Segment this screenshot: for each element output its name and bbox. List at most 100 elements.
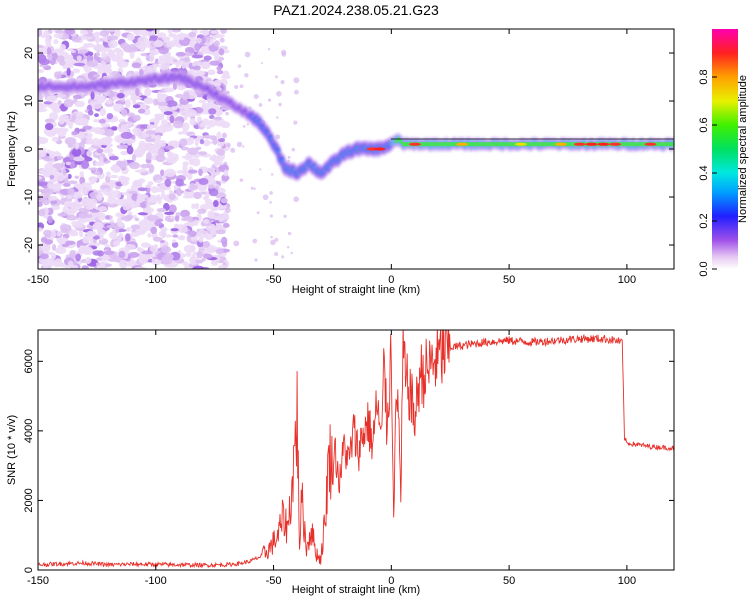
spectrogram-noise-cell (113, 240, 121, 247)
spectrogram-noise-cell (69, 161, 76, 169)
spectrogram-noise-cell (99, 232, 104, 241)
spectrogram-noise-cell (79, 128, 87, 132)
spectrogram-noise-cell (145, 55, 150, 61)
spectrogram-noise-cell (86, 60, 99, 67)
spectrogram-noise-cell (210, 173, 215, 182)
spectrogram-ridge-core (475, 142, 478, 147)
spectrogram-noise-cell (140, 242, 151, 248)
spectrogram-ridge-core (437, 142, 440, 147)
spectrogram-noise-cell (178, 32, 185, 41)
spectrogram-noise-cell (38, 108, 48, 113)
spectrogram-noise-cell (145, 130, 157, 135)
spectrogram-noise-cell (148, 144, 158, 154)
spectrogram-noise-cell (52, 163, 64, 169)
spectrogram-noise-cell (146, 202, 151, 212)
spectrogram-ridge-core (399, 139, 403, 144)
spectrogram-noise-cell (202, 61, 210, 69)
spectrogram-noise-cell (102, 188, 114, 196)
spectrogram-ridge-core (453, 142, 457, 147)
spectrogram-noise-cell (182, 194, 195, 199)
spectrogram-noise-cell (172, 234, 179, 238)
spectrogram-noise-cell (191, 253, 196, 263)
spectrogram-noise-cell (62, 237, 67, 243)
spectrogram-noise-cell (223, 222, 230, 228)
spectrogram-noise-cell (216, 148, 225, 156)
spectrogram-ridge-core (529, 142, 532, 147)
spectrogram-noise-cell (111, 184, 117, 188)
spectrogram-noise-cell (71, 264, 79, 269)
spectrogram-noise-cell (121, 192, 130, 196)
spectrogram-noise-cell (76, 55, 82, 62)
spectrogram-noise-cell (108, 258, 118, 262)
spectrogram-noise-cell (62, 206, 68, 214)
snr-x-label: Height of straight line (km) (292, 584, 420, 596)
spectrogram-noise-cell (122, 202, 130, 211)
spectrogram-noise-cell (93, 74, 101, 78)
spectrogram-noise-cell (95, 262, 101, 266)
spectrogram-noise-cell (158, 47, 169, 55)
spectrogram-noise-cell (65, 215, 78, 221)
spectrogram-noise-cell (51, 136, 59, 142)
spectrogram-noise-cell (156, 208, 167, 213)
spectrogram-noise-cell (129, 203, 140, 208)
spectrogram-noise-cell (87, 198, 98, 206)
spectrogram-noise-cell (293, 77, 300, 84)
spectrogram-noise-cell (182, 129, 188, 135)
spectrogram-noise-cell (199, 139, 205, 145)
spectrogram-noise-cell (63, 183, 71, 187)
spectrogram-noise-cell (91, 101, 103, 109)
spectrogram-noise-cell (198, 151, 208, 156)
spectrogram-ridge-peak (585, 142, 598, 146)
spectrogram-noise-cell (48, 178, 57, 183)
spectrogram-noise-cell (202, 140, 215, 145)
spectrogram-noise-cell (111, 126, 118, 131)
spectrogram-noise-cell (44, 123, 54, 131)
spectrogram-noise-cell (55, 247, 67, 254)
spectrogram-noise-cell (64, 29, 76, 35)
spectrogram-ridge-core (526, 142, 530, 147)
spectrogram-noise-cell (108, 155, 119, 160)
spectrogram-noise-cell (220, 29, 227, 34)
spectrogram-ridge-peak (456, 142, 468, 146)
spectrogram-noise-cell (81, 265, 89, 269)
spectrogram-ridge-core (470, 142, 473, 147)
spectrogram-noise-cell (69, 154, 75, 161)
snr-y-tick-label: 0 (23, 567, 35, 573)
spectrogram-ridge-peak (597, 142, 610, 146)
spectrogram-noise-cell (157, 32, 167, 38)
spectrogram-noise-cell (126, 122, 134, 128)
spectrogram-noise-cell (181, 60, 187, 69)
spectrogram-noise-cell (38, 176, 43, 180)
spectrogram-noise-cell (270, 173, 274, 176)
spectrogram-y-label: Frequency (Hz) (6, 111, 18, 187)
spectrogram-noise-cell (38, 93, 43, 102)
snr-line (38, 330, 674, 569)
spectrogram-noise-cell (85, 184, 92, 191)
spectrogram-noise-cell (68, 229, 78, 237)
spectrogram-noise-cell (123, 198, 130, 203)
spectrogram-noise-cell (135, 87, 140, 97)
spectrogram-noise-cell (167, 29, 174, 34)
spectrogram-noise-cell (134, 148, 141, 155)
spectrogram-noise-cell (207, 167, 216, 174)
spectrogram-noise-cell (183, 215, 193, 220)
spectrogram-noise-cell (93, 43, 105, 51)
spectrogram-noise-cell (137, 212, 148, 216)
spectrogram-noise-cell (52, 244, 57, 251)
spectrogram-noise-cell (47, 182, 52, 189)
spectrogram-ridge-core (635, 142, 638, 147)
spectrogram-noise-cell (97, 128, 105, 135)
spectrogram-y-tick-label: 0 (23, 146, 35, 152)
spectrogram-noise-cell (128, 251, 140, 258)
spectrogram-noise-cell (54, 151, 60, 156)
spectrogram-noise-cell (205, 126, 211, 130)
spectrogram-noise-cell (131, 229, 137, 233)
spectrogram-noise-cell (83, 43, 91, 47)
spectrogram-noise-cell (188, 218, 194, 223)
spectrogram-noise-cell (50, 199, 58, 205)
spectrogram-ridge-core (425, 142, 429, 147)
colorbar-tick-label: 0.0 (698, 261, 710, 276)
spectrogram-noise-cell (203, 55, 212, 61)
snr-x-axis: -150 -100 -50 0 50 100 (27, 330, 636, 587)
